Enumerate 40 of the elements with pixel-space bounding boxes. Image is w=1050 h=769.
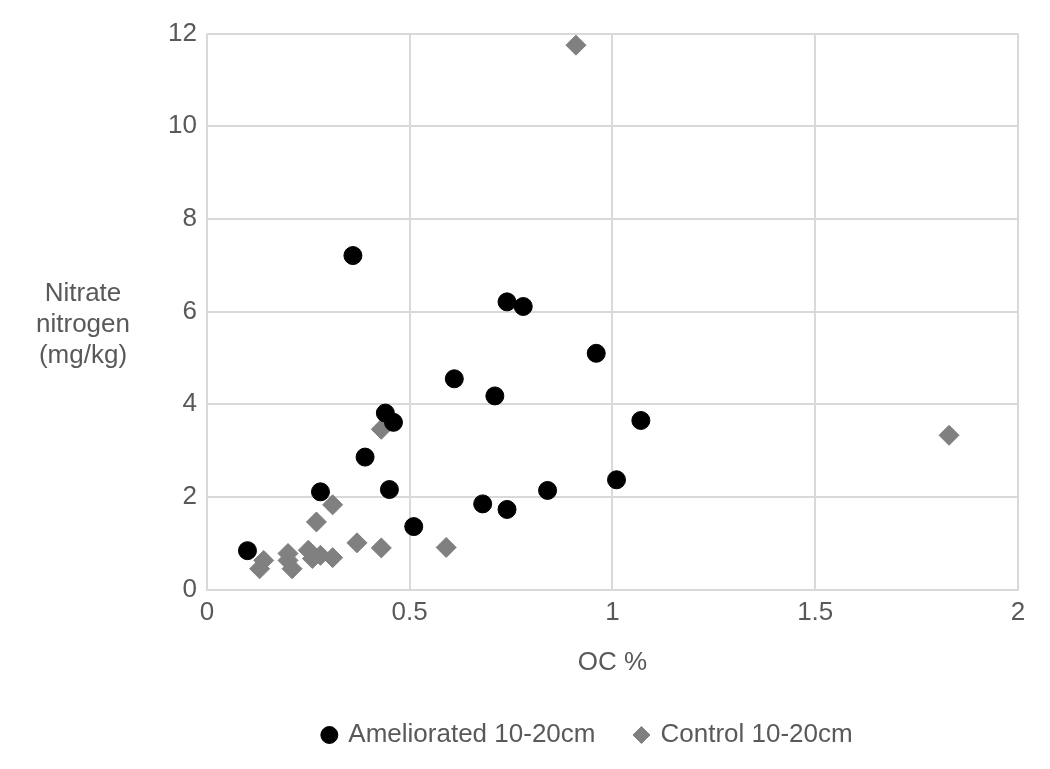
point (343, 246, 363, 266)
point (379, 480, 399, 500)
y-tick-label: 2 (182, 480, 197, 511)
y-tick-label: 8 (182, 202, 197, 233)
point (346, 532, 368, 554)
y-tick-label: 0 (182, 572, 197, 603)
point (237, 541, 257, 561)
x-tick-label: 0.5 (391, 596, 428, 627)
point (322, 547, 344, 569)
x-tick-label: 1 (605, 596, 620, 627)
y-tick-label: 4 (182, 387, 197, 418)
point (383, 412, 403, 432)
x-axis-title: OC % (577, 645, 648, 676)
legend-label: Ameliorated 10-20cm (348, 718, 596, 749)
point (444, 369, 464, 389)
point (310, 482, 330, 502)
point (538, 480, 558, 500)
y-axis-title: Nitrate nitrogen (mg/kg) (35, 276, 131, 371)
point (485, 386, 505, 406)
legend-label: Control 10-20cm (660, 718, 853, 749)
point (322, 494, 344, 516)
point (473, 494, 493, 514)
point (631, 410, 651, 430)
x-tick-label: 2 (1010, 596, 1026, 627)
point (938, 424, 960, 446)
y-tick-label: 10 (168, 109, 197, 140)
point (565, 34, 587, 56)
point (586, 343, 606, 363)
y-tick-label: 12 (168, 16, 197, 47)
point (370, 537, 392, 559)
point (497, 292, 517, 312)
point (355, 447, 375, 467)
point (404, 517, 424, 537)
point (497, 499, 517, 519)
point (305, 511, 327, 533)
x-tick-label: 1.5 (797, 596, 834, 627)
y-tick-label: 6 (182, 294, 197, 325)
point (513, 297, 533, 316)
point (435, 536, 457, 558)
point (607, 470, 627, 490)
